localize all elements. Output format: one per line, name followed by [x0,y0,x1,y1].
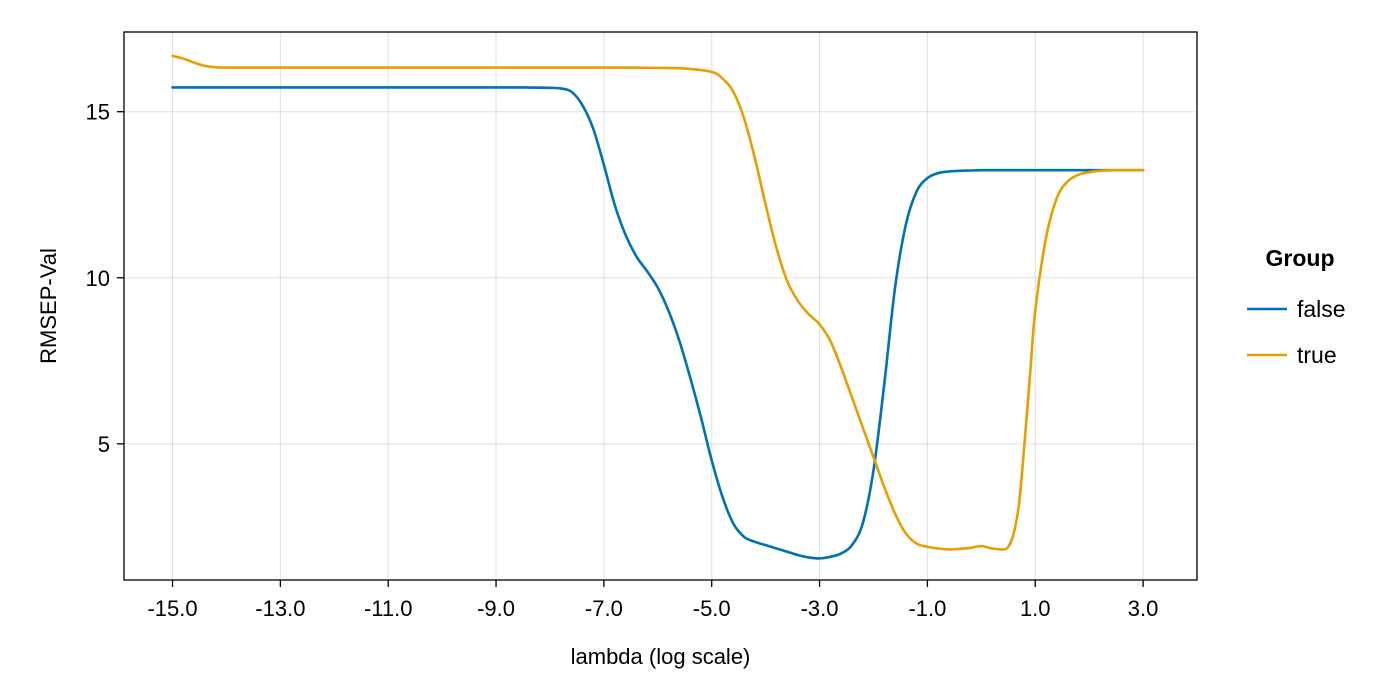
y-tick-label: 10 [86,266,110,291]
x-tick-label: -13.0 [255,596,305,621]
x-tick-label: -11.0 [364,596,413,621]
y-tick-label: 15 [86,100,110,125]
x-tick-label: 3.0 [1128,596,1159,621]
series-line-true [171,54,1145,551]
x-tick-label: 1.0 [1020,596,1051,621]
legend-item-false: false [1247,296,1346,322]
tick-layer: -15.0 -13.0 -11.0 -9.0 -7.0 -5.0 -3.0 -1.0 1.0 3.… [86,100,1159,621]
y-tick-label: 5 [98,432,110,457]
x-tick-label: -3.0 [801,596,839,621]
legend-item-true: true [1247,342,1337,368]
x-tick-label: -15.0 [147,596,197,621]
x-tick-label: -1.0 [908,596,946,621]
legend-label-true: true [1297,342,1337,368]
y-axis-title: RMSEP-Val [36,248,61,364]
x-tick-label: -7.0 [585,596,623,621]
legend-label-false: false [1297,296,1346,322]
series-line-false [171,86,1145,560]
legend-title: Group [1266,245,1335,271]
series-layer [171,54,1145,560]
legend: Group false true [1247,245,1346,368]
x-axis-title: lambda (log scale) [571,644,751,669]
plot-frame [123,31,1198,581]
x-tick-label: -9.0 [477,596,515,621]
grid-layer [124,32,1197,580]
legend-items: false true [1247,296,1346,368]
x-tick-label: -5.0 [693,596,731,621]
